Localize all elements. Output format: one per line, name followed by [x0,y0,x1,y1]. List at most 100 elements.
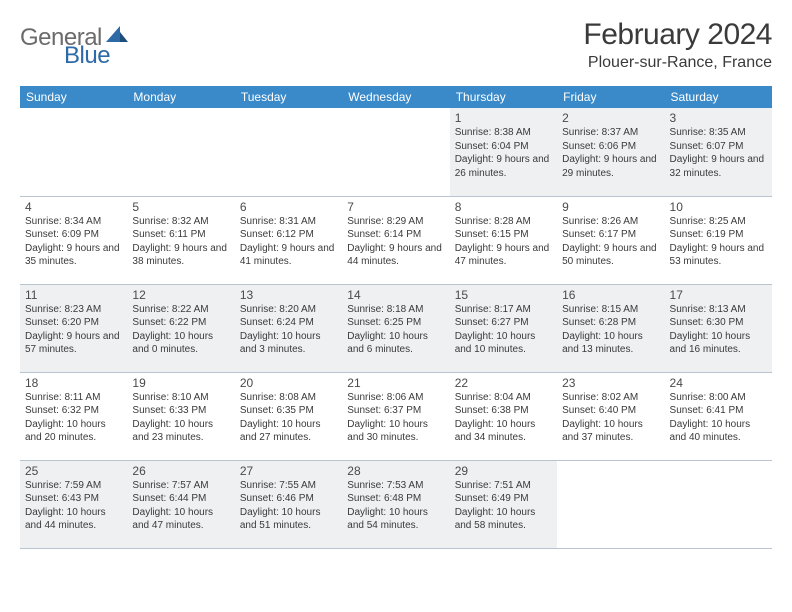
calendar-day-cell: 3Sunrise: 8:35 AMSunset: 6:07 PMDaylight… [665,108,772,196]
logo: General Blue [20,18,128,52]
header: General Blue February 2024 Plouer-sur-Ra… [20,18,772,72]
day-details: Sunrise: 8:02 AMSunset: 6:40 PMDaylight:… [562,391,659,445]
calendar-day-cell: 11Sunrise: 8:23 AMSunset: 6:20 PMDayligh… [20,284,127,372]
day-number: 24 [670,376,767,390]
calendar-day-cell: 24Sunrise: 8:00 AMSunset: 6:41 PMDayligh… [665,372,772,460]
calendar-day-cell: 13Sunrise: 8:20 AMSunset: 6:24 PMDayligh… [235,284,342,372]
calendar-day-cell: 8Sunrise: 8:28 AMSunset: 6:15 PMDaylight… [450,196,557,284]
calendar-week-row: 1Sunrise: 8:38 AMSunset: 6:04 PMDaylight… [20,108,772,196]
day-details: Sunrise: 8:06 AMSunset: 6:37 PMDaylight:… [347,391,444,445]
calendar-week-row: 25Sunrise: 7:59 AMSunset: 6:43 PMDayligh… [20,460,772,548]
day-details: Sunrise: 8:17 AMSunset: 6:27 PMDaylight:… [455,303,552,357]
calendar-day-cell: 16Sunrise: 8:15 AMSunset: 6:28 PMDayligh… [557,284,664,372]
calendar-day-cell: 25Sunrise: 7:59 AMSunset: 6:43 PMDayligh… [20,460,127,548]
calendar-day-cell: 5Sunrise: 8:32 AMSunset: 6:11 PMDaylight… [127,196,234,284]
calendar-page: General Blue February 2024 Plouer-sur-Ra… [0,0,792,549]
day-details: Sunrise: 8:20 AMSunset: 6:24 PMDaylight:… [240,303,337,357]
day-number: 3 [670,111,767,125]
calendar-day-cell: 9Sunrise: 8:26 AMSunset: 6:17 PMDaylight… [557,196,664,284]
day-details: Sunrise: 8:31 AMSunset: 6:12 PMDaylight:… [240,215,337,269]
day-details: Sunrise: 8:22 AMSunset: 6:22 PMDaylight:… [132,303,229,357]
day-details: Sunrise: 8:10 AMSunset: 6:33 PMDaylight:… [132,391,229,445]
day-number: 11 [25,288,122,302]
day-number: 9 [562,200,659,214]
day-details: Sunrise: 8:18 AMSunset: 6:25 PMDaylight:… [347,303,444,357]
day-details: Sunrise: 7:55 AMSunset: 6:46 PMDaylight:… [240,479,337,533]
day-number: 6 [240,200,337,214]
title-block: February 2024 Plouer-sur-Rance, France [583,18,772,72]
day-details: Sunrise: 8:13 AMSunset: 6:30 PMDaylight:… [670,303,767,357]
calendar-day-cell: 18Sunrise: 8:11 AMSunset: 6:32 PMDayligh… [20,372,127,460]
calendar-day-cell: 23Sunrise: 8:02 AMSunset: 6:40 PMDayligh… [557,372,664,460]
day-details: Sunrise: 8:28 AMSunset: 6:15 PMDaylight:… [455,215,552,269]
calendar-day-cell: 7Sunrise: 8:29 AMSunset: 6:14 PMDaylight… [342,196,449,284]
day-number: 13 [240,288,337,302]
calendar-day-cell: 21Sunrise: 8:06 AMSunset: 6:37 PMDayligh… [342,372,449,460]
day-number: 16 [562,288,659,302]
calendar-week-row: 18Sunrise: 8:11 AMSunset: 6:32 PMDayligh… [20,372,772,460]
calendar-day-cell: 2Sunrise: 8:37 AMSunset: 6:06 PMDaylight… [557,108,664,196]
calendar-day-cell: 1Sunrise: 8:38 AMSunset: 6:04 PMDaylight… [450,108,557,196]
day-details: Sunrise: 8:00 AMSunset: 6:41 PMDaylight:… [670,391,767,445]
day-number: 25 [25,464,122,478]
day-number: 4 [25,200,122,214]
calendar-empty-cell [20,108,127,196]
day-details: Sunrise: 8:25 AMSunset: 6:19 PMDaylight:… [670,215,767,269]
day-number: 29 [455,464,552,478]
day-details: Sunrise: 8:11 AMSunset: 6:32 PMDaylight:… [25,391,122,445]
day-details: Sunrise: 8:26 AMSunset: 6:17 PMDaylight:… [562,215,659,269]
calendar-empty-cell [127,108,234,196]
calendar-day-cell: 12Sunrise: 8:22 AMSunset: 6:22 PMDayligh… [127,284,234,372]
weekday-header: Monday [127,86,234,108]
day-number: 2 [562,111,659,125]
day-number: 14 [347,288,444,302]
calendar-empty-cell [557,460,664,548]
month-title: February 2024 [583,18,772,52]
day-number: 17 [670,288,767,302]
calendar-day-cell: 14Sunrise: 8:18 AMSunset: 6:25 PMDayligh… [342,284,449,372]
weekday-header: Wednesday [342,86,449,108]
calendar-day-cell: 20Sunrise: 8:08 AMSunset: 6:35 PMDayligh… [235,372,342,460]
day-number: 12 [132,288,229,302]
calendar-day-cell: 19Sunrise: 8:10 AMSunset: 6:33 PMDayligh… [127,372,234,460]
day-details: Sunrise: 7:51 AMSunset: 6:49 PMDaylight:… [455,479,552,533]
calendar-week-row: 4Sunrise: 8:34 AMSunset: 6:09 PMDaylight… [20,196,772,284]
calendar-day-cell: 27Sunrise: 7:55 AMSunset: 6:46 PMDayligh… [235,460,342,548]
day-number: 7 [347,200,444,214]
calendar-header-row: SundayMondayTuesdayWednesdayThursdayFrid… [20,86,772,108]
day-details: Sunrise: 7:53 AMSunset: 6:48 PMDaylight:… [347,479,444,533]
weekday-header: Sunday [20,86,127,108]
weekday-header: Friday [557,86,664,108]
calendar-day-cell: 15Sunrise: 8:17 AMSunset: 6:27 PMDayligh… [450,284,557,372]
day-number: 10 [670,200,767,214]
day-number: 15 [455,288,552,302]
day-details: Sunrise: 8:04 AMSunset: 6:38 PMDaylight:… [455,391,552,445]
calendar-empty-cell [342,108,449,196]
day-details: Sunrise: 8:32 AMSunset: 6:11 PMDaylight:… [132,215,229,269]
day-details: Sunrise: 8:29 AMSunset: 6:14 PMDaylight:… [347,215,444,269]
calendar-day-cell: 28Sunrise: 7:53 AMSunset: 6:48 PMDayligh… [342,460,449,548]
calendar-empty-cell [665,460,772,548]
day-number: 1 [455,111,552,125]
weekday-header: Thursday [450,86,557,108]
day-details: Sunrise: 8:38 AMSunset: 6:04 PMDaylight:… [455,126,552,180]
calendar-day-cell: 6Sunrise: 8:31 AMSunset: 6:12 PMDaylight… [235,196,342,284]
calendar-day-cell: 29Sunrise: 7:51 AMSunset: 6:49 PMDayligh… [450,460,557,548]
day-number: 22 [455,376,552,390]
day-details: Sunrise: 8:35 AMSunset: 6:07 PMDaylight:… [670,126,767,180]
day-details: Sunrise: 7:59 AMSunset: 6:43 PMDaylight:… [25,479,122,533]
day-number: 5 [132,200,229,214]
day-number: 8 [455,200,552,214]
day-details: Sunrise: 8:34 AMSunset: 6:09 PMDaylight:… [25,215,122,269]
calendar-table: SundayMondayTuesdayWednesdayThursdayFrid… [20,86,772,549]
calendar-empty-cell [235,108,342,196]
day-number: 21 [347,376,444,390]
calendar-day-cell: 10Sunrise: 8:25 AMSunset: 6:19 PMDayligh… [665,196,772,284]
day-number: 26 [132,464,229,478]
weekday-header: Saturday [665,86,772,108]
day-details: Sunrise: 7:57 AMSunset: 6:44 PMDaylight:… [132,479,229,533]
calendar-day-cell: 22Sunrise: 8:04 AMSunset: 6:38 PMDayligh… [450,372,557,460]
day-details: Sunrise: 8:08 AMSunset: 6:35 PMDaylight:… [240,391,337,445]
day-number: 20 [240,376,337,390]
day-details: Sunrise: 8:37 AMSunset: 6:06 PMDaylight:… [562,126,659,180]
